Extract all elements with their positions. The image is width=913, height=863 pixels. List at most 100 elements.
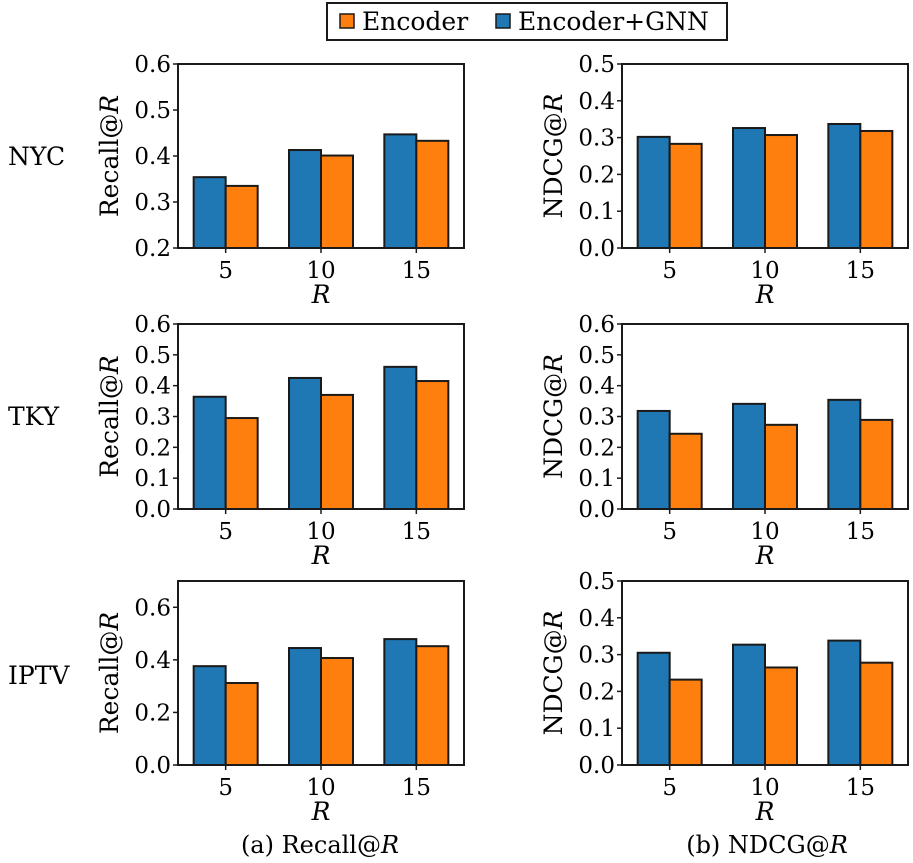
x-tick-label: 5 <box>218 519 233 545</box>
y-tick-label: 0.2 <box>578 679 615 705</box>
x-tick-label: 15 <box>846 775 875 801</box>
y-tick-label: 0.5 <box>134 98 171 124</box>
y-tick-label: 0.2 <box>134 435 171 461</box>
legend-label-encoder-gnn: Encoder+GNN <box>518 7 709 36</box>
bar-tky-recall-encoder-10 <box>320 393 354 510</box>
bar-tky-ndcg-encoder-gnn-5 <box>636 409 671 511</box>
bar-iptv-ndcg-encoder-gnn-15 <box>827 639 862 767</box>
bar-tky-recall-encoder-gnn-5 <box>192 395 227 510</box>
bar-iptv-ndcg-encoder-10 <box>764 666 798 766</box>
y-tick-label: 0.4 <box>578 374 615 400</box>
y-tick-label: 0.4 <box>134 144 171 170</box>
x-tick-label: 5 <box>662 519 677 545</box>
bar-iptv-ndcg-encoder-15 <box>859 661 894 766</box>
y-tick-label: 0.2 <box>578 435 615 461</box>
y-tick-label: 0.0 <box>134 497 171 523</box>
y-tick-label: 0.5 <box>578 343 615 369</box>
bar-nyc-ndcg-encoder-gnn-10 <box>732 127 766 249</box>
x-tick-label: 15 <box>402 519 431 545</box>
subplot-nyc-ndcg: 5 10 15 0.0 0.1 0.2 0.3 0.4 0.5 NDCG@R R <box>539 52 909 309</box>
y-tick-label: 0.6 <box>134 312 171 338</box>
bar-iptv-recall-encoder-gnn-15 <box>383 638 418 766</box>
bar-nyc-recall-encoder-gnn-15 <box>383 133 418 250</box>
x-axis-label: R <box>311 541 331 570</box>
bar-nyc-ndcg-encoder-gnn-15 <box>827 122 862 249</box>
y-axis-label: NDCG@R <box>539 611 568 736</box>
bar-iptv-ndcg-encoder-5 <box>668 678 703 767</box>
legend-swatch-encoder <box>339 13 355 29</box>
x-tick-label: 15 <box>846 519 875 545</box>
subplot-nyc-recall: 5 10 15 0.2 0.3 0.4 0.5 0.6 Recall@R R <box>95 52 465 309</box>
bar-tky-recall-encoder-15 <box>415 380 450 510</box>
bar-iptv-recall-encoder-15 <box>415 645 450 767</box>
y-tick-label: 0.6 <box>578 312 615 338</box>
x-axis-label: R <box>311 280 331 309</box>
bar-nyc-ndcg-encoder-15 <box>859 129 894 249</box>
y-tick-label: 0.5 <box>578 52 615 78</box>
bar-nyc-ndcg-encoder-gnn-5 <box>636 135 671 249</box>
legend-frame <box>326 2 728 41</box>
y-axis-label: NDCG@R <box>539 94 568 219</box>
x-tick-label: 5 <box>218 775 233 801</box>
bar-iptv-recall-encoder-10 <box>320 657 354 767</box>
y-tick-label: 0.4 <box>134 648 171 674</box>
bar-nyc-recall-encoder-gnn-5 <box>192 176 227 249</box>
row-label-iptv: IPTV <box>8 661 70 690</box>
bar-tky-ndcg-encoder-gnn-10 <box>732 402 766 511</box>
y-axis-label: Recall@R <box>95 355 124 477</box>
axes-frame <box>621 63 909 249</box>
bar-nyc-recall-encoder-15 <box>415 139 450 250</box>
subplot-tky-ndcg: 5 10 15 0.0 0.1 0.2 0.3 0.4 0.5 0.6 NDCG@R R <box>539 312 909 570</box>
axes-frame <box>621 580 909 766</box>
bar-iptv-recall-encoder-gnn-5 <box>192 665 227 766</box>
bar-tky-ndcg-encoder-10 <box>764 423 798 511</box>
row-label-tky: TKY <box>8 402 60 431</box>
y-axis-label: Recall@R <box>95 612 124 734</box>
row-label-nyc: NYC <box>8 142 65 171</box>
caption-ndcg: (b) NDCG@R <box>686 831 848 859</box>
y-tick-label: 0.5 <box>134 343 171 369</box>
legend-label-encoder: Encoder <box>362 7 468 36</box>
x-tick-label: 5 <box>218 258 233 284</box>
bar-tky-ndcg-encoder-5 <box>668 432 703 510</box>
bar-tky-ndcg-encoder-gnn-15 <box>827 398 862 511</box>
y-tick-label: 0.0 <box>134 753 171 779</box>
y-axis-label: NDCG@R <box>539 354 568 479</box>
y-tick-label: 0.4 <box>578 606 615 632</box>
x-axis-label: R <box>311 797 331 826</box>
y-tick-label: 0.2 <box>134 236 171 262</box>
legend-swatch-encoder-gnn <box>495 13 511 29</box>
subplot-tky-recall: 5 10 15 0.0 0.1 0.2 0.3 0.4 0.5 0.6 Recall@R R <box>95 312 465 570</box>
x-axis-label: R <box>755 280 775 309</box>
bar-tky-recall-encoder-gnn-10 <box>288 376 322 511</box>
x-tick-label: 10 <box>750 519 779 545</box>
x-tick-label: 10 <box>306 258 335 284</box>
caption-recall: (a) Recall@R <box>241 831 399 859</box>
bar-iptv-recall-encoder-gnn-10 <box>288 647 322 766</box>
subplot-iptv-ndcg: 5 10 15 0.0 0.1 0.2 0.3 0.4 0.5 NDCG@R R <box>539 569 909 826</box>
bar-tky-recall-encoder-5 <box>224 417 259 510</box>
bar-nyc-recall-encoder-5 <box>224 184 259 249</box>
bar-iptv-recall-encoder-5 <box>224 681 259 767</box>
caption-recall-prefix: (a) Recall@ <box>241 831 381 859</box>
bar-tky-recall-encoder-gnn-15 <box>383 365 418 510</box>
y-tick-label: 0.3 <box>134 405 171 431</box>
x-tick-label: 10 <box>750 775 779 801</box>
caption-recall-italic: R <box>380 831 399 859</box>
x-tick-label: 15 <box>402 775 431 801</box>
axes-frame <box>177 580 465 766</box>
x-tick-label: 5 <box>662 258 677 284</box>
y-tick-label: 0.4 <box>578 89 615 115</box>
x-tick-label: 10 <box>306 775 335 801</box>
legend: Encoder Encoder+GNN <box>326 2 728 41</box>
y-tick-label: 0.6 <box>134 595 171 621</box>
y-tick-label: 0.1 <box>134 466 171 492</box>
y-tick-label: 0.3 <box>134 190 171 216</box>
bar-tky-ndcg-encoder-15 <box>859 418 894 510</box>
bar-nyc-ndcg-encoder-10 <box>764 134 798 249</box>
x-axis-label: R <box>755 541 775 570</box>
y-tick-label: 0.3 <box>578 405 615 431</box>
y-tick-label: 0.2 <box>578 162 615 188</box>
caption-ndcg-prefix: (b) NDCG@ <box>686 831 830 859</box>
